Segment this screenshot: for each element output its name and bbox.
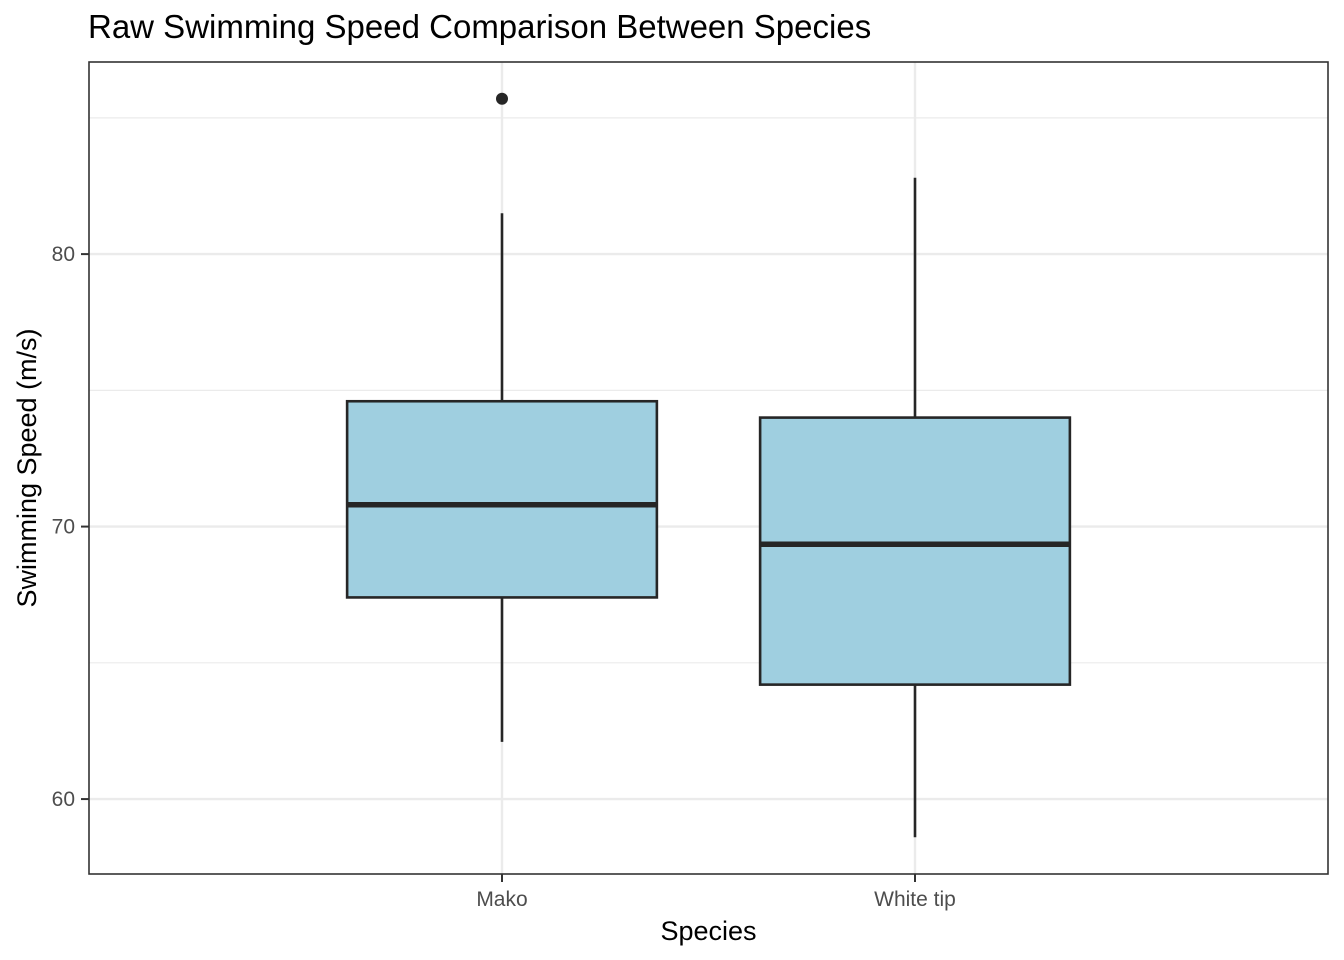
chart-title: Raw Swimming Speed Comparison Between Sp… — [88, 8, 872, 45]
y-tick-label: 80 — [52, 243, 75, 266]
y-tick-label: 60 — [52, 788, 75, 811]
box-white-tip — [758, 177, 1072, 838]
outlier-point — [496, 92, 508, 105]
iqr-box — [345, 399, 659, 599]
grid-lines — [89, 62, 1328, 874]
panel-background — [89, 62, 1328, 874]
iqr-box — [758, 416, 1072, 686]
panel-border — [88, 61, 1329, 875]
x-axis-title: Species — [660, 916, 756, 946]
x-tick-label: Mako — [476, 888, 527, 911]
y-tick-label: 70 — [52, 516, 75, 539]
box-mako — [345, 92, 659, 742]
y-axis-title: Swimming Speed (m/s) — [12, 328, 42, 607]
axes: 60 70 80 Mako White tip — [52, 243, 956, 911]
x-tick-label: White tip — [874, 888, 956, 911]
box-series — [345, 92, 1072, 838]
